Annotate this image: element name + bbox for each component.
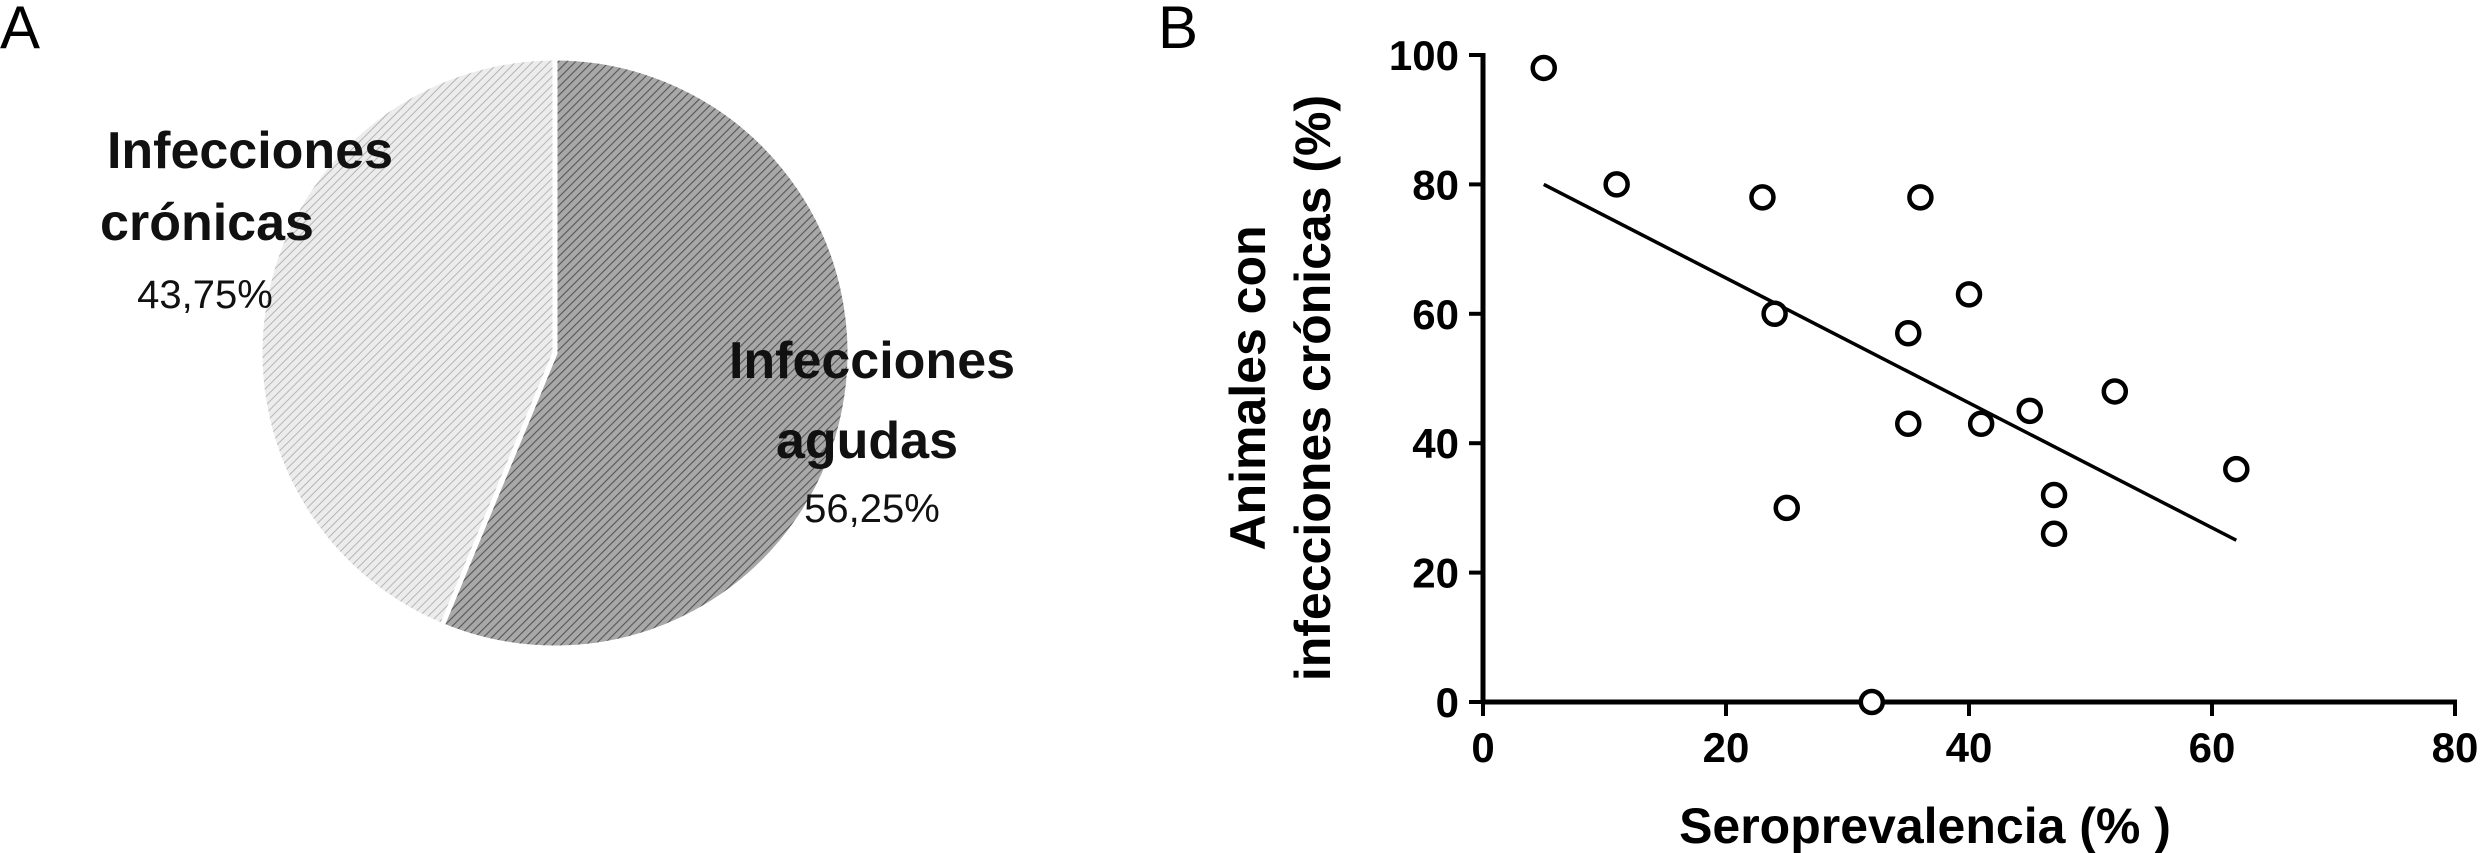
scatter-point xyxy=(2040,481,2068,509)
scatter-point xyxy=(1907,184,1934,211)
scatter-point xyxy=(1895,410,1922,438)
pie-label-agudas-line1: Infecciones xyxy=(729,332,1015,390)
x-ticks: 0 20 40 60 80 xyxy=(1471,702,2478,771)
panel-label-b: B xyxy=(1158,0,1198,61)
x-tick-label: 60 xyxy=(2189,724,2236,771)
pie-pct-cronicas: 43,75% xyxy=(137,273,273,317)
pie-slice-cronicas xyxy=(257,55,558,629)
x-tick-label: 80 xyxy=(2432,724,2479,771)
data-points xyxy=(1530,54,2250,716)
pie-label-cronicas-line2: crónicas xyxy=(100,194,314,252)
scatter-point xyxy=(2040,520,2068,548)
x-axis-title: Seroprevalencia (% ) xyxy=(1679,798,2171,853)
scatter-chart: 0 20 40 60 80 0 20 40 60 80 100 Seroprevalencia (… xyxy=(1220,32,2478,853)
y-axis-title-line1: Animales con xyxy=(1220,225,1276,550)
scatter-point xyxy=(1895,319,1922,347)
scatter-point xyxy=(1749,184,1776,211)
scatter-point xyxy=(1530,54,1557,82)
x-tick-label: 0 xyxy=(1471,724,1494,771)
x-tick-label: 20 xyxy=(1703,724,1750,771)
scatter-point xyxy=(1858,688,1886,716)
scatter-point xyxy=(2016,397,2043,425)
pie-slice-agudas xyxy=(438,55,853,651)
pie-pct-agudas: 56,25% xyxy=(804,487,940,531)
pie-chart: Infecciones crónicas 43,75% Infecciones … xyxy=(100,55,1015,651)
scatter-point xyxy=(2223,455,2250,483)
panel-label-a: A xyxy=(0,0,40,61)
y-tick-label: 80 xyxy=(1412,161,1459,208)
scatter-point xyxy=(1603,171,1630,198)
scatter-point xyxy=(1955,281,1983,308)
scatter-point xyxy=(1967,410,1995,438)
scatter-point xyxy=(2101,378,2129,405)
y-tick-label: 20 xyxy=(1412,550,1459,597)
y-tick-label: 60 xyxy=(1412,291,1459,338)
y-tick-label: 40 xyxy=(1412,420,1459,467)
pie-label-agudas-line2: agudas xyxy=(776,412,958,470)
x-tick-label: 40 xyxy=(1946,724,1993,771)
y-tick-label: 100 xyxy=(1389,32,1459,79)
y-tick-label: 0 xyxy=(1436,679,1459,726)
scatter-point xyxy=(1773,494,1800,522)
regression-line xyxy=(1542,182,2238,542)
pie-label-cronicas-line1: Infecciones xyxy=(107,122,393,180)
y-axis-title-line2: infecciones crónicas (%) xyxy=(1285,95,1341,681)
scatter-point xyxy=(1761,300,1788,328)
y-ticks: 0 20 40 60 80 100 xyxy=(1389,32,1483,726)
